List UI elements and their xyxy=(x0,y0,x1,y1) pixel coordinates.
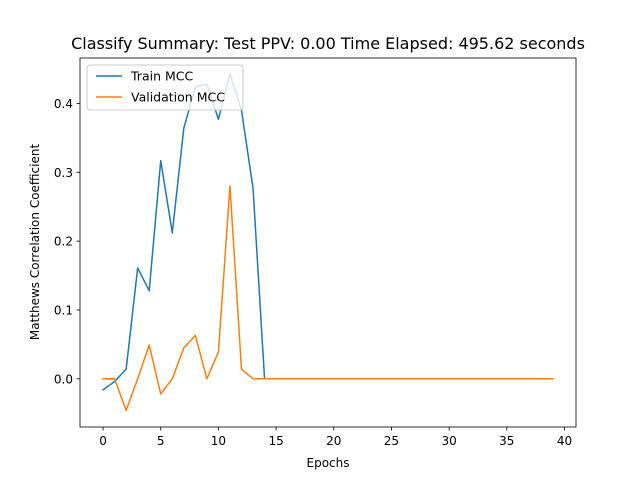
x-tick-label: 35 xyxy=(499,434,514,448)
y-axis-ticks: 0.0 0.1 0.2 0.3 0.4 xyxy=(54,97,80,386)
x-axis-ticks: 0 5 10 15 20 25 30 35 40 xyxy=(99,427,572,448)
legend-label-validation: Validation MCC xyxy=(131,90,225,105)
x-tick-label: 0 xyxy=(99,434,107,448)
x-tick-label: 30 xyxy=(441,434,456,448)
x-tick-label: 5 xyxy=(157,434,165,448)
x-axis-label: Epochs xyxy=(307,456,350,470)
y-axis-label: Matthews Correlation Coefficient xyxy=(28,144,42,341)
legend-box xyxy=(86,64,244,111)
plot-area xyxy=(79,57,577,428)
y-tick-label: 0.3 xyxy=(54,166,73,180)
plot-frame xyxy=(79,57,577,428)
series-line-validation-mcc xyxy=(102,185,554,412)
y-tick-label: 0.0 xyxy=(54,372,73,386)
x-tick-label: 25 xyxy=(384,434,399,448)
plot-background xyxy=(80,58,576,427)
x-tick-label: 40 xyxy=(557,434,572,448)
x-tick-label: 15 xyxy=(268,434,283,448)
y-tick-label: 0.2 xyxy=(54,235,73,249)
y-tick-label: 0.4 xyxy=(54,97,73,111)
x-tick-label: 20 xyxy=(326,434,341,448)
chart-title: Classify Summary: Test PPV: 0.00 Time El… xyxy=(71,34,585,53)
legend: Train MCC Validation MCC xyxy=(86,64,244,111)
legend-label-train: Train MCC xyxy=(130,69,193,84)
x-tick-label: 10 xyxy=(211,434,226,448)
y-tick-label: 0.1 xyxy=(54,303,73,317)
